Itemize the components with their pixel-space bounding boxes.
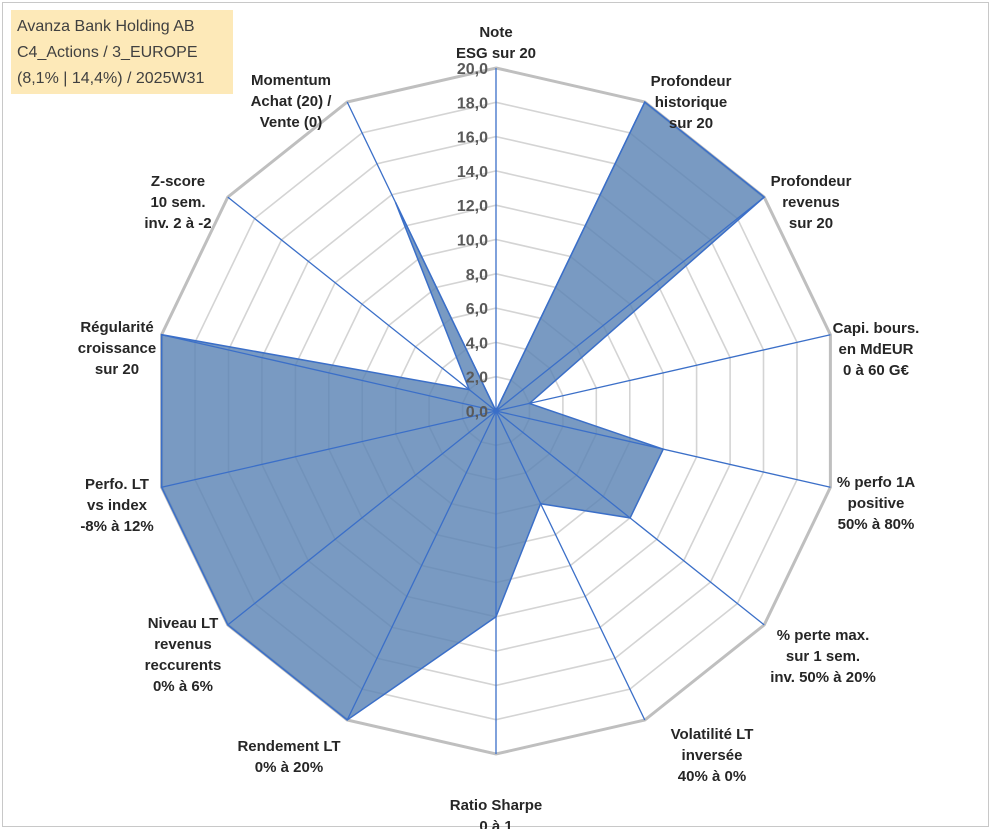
axis-label: Régularité croissance sur 20	[78, 319, 156, 378]
tick-label: 14,0	[457, 164, 488, 181]
tick-label: 8,0	[466, 267, 488, 284]
tick-label: 6,0	[466, 301, 488, 318]
data-series-area	[160, 100, 766, 721]
axis-spoke	[161, 334, 497, 412]
axis-label: Perfo. LT vs index -8% à 12%	[80, 476, 153, 535]
title-line-stats: (8,1% | 14,4%) / 2025W31	[17, 70, 205, 87]
tick-label: 4,0	[466, 335, 488, 352]
axis-spoke	[495, 334, 831, 412]
chart-title-box: Avanza Bank Holding AB C4_Actions / 3_EU…	[11, 10, 233, 94]
tick-label: 12,0	[457, 198, 488, 215]
axis-label: Note ESG sur 20	[456, 24, 536, 62]
radar-tick-labels: 0,0 2,0 4,0 6,0 8,0 10,0 12,0 14,0 16,0 18,0 20,0	[457, 61, 488, 421]
tick-label: 20,0	[457, 61, 488, 78]
tick-label: 10,0	[457, 233, 488, 250]
axis-spoke	[346, 410, 497, 721]
axis-spoke	[495, 410, 765, 626]
axis-label: % perte max. sur 1 sem. inv. 50% à 20%	[770, 627, 876, 686]
radar-spokes	[161, 68, 831, 754]
title-line-category: C4_Actions / 3_EUROPE	[17, 44, 198, 61]
axis-label: Ratio Sharpe 0 à 1	[450, 797, 543, 829]
axis-spoke	[227, 410, 497, 626]
axis-label: Z-score 10 sem. inv. 2 à -2	[144, 173, 211, 232]
axis-label: % perfo 1A positive 50% à 80%	[837, 474, 916, 533]
tick-label: 2,0	[466, 370, 488, 387]
axis-spoke	[161, 410, 497, 488]
axis-spoke	[495, 101, 646, 412]
axis-label: Momentum Achat (20) / Vente (0)	[251, 72, 333, 131]
axis-spoke	[495, 410, 646, 721]
axis-label: Profondeur revenus sur 20	[771, 173, 852, 232]
tick-label: 18,0	[457, 95, 488, 112]
axis-spoke	[495, 196, 765, 412]
tick-label: 0,0	[466, 404, 488, 421]
axis-label: Profondeur historique sur 20	[651, 73, 732, 132]
radar-axis-labels: Note ESG sur 20 Profondeur historique sur 20…	[78, 24, 920, 829]
title-line-company: Avanza Bank Holding AB	[17, 18, 195, 35]
radar-data	[160, 100, 766, 721]
axis-spoke	[346, 101, 497, 412]
axis-label: Niveau LT revenus reccurents 0% à 6%	[145, 615, 222, 695]
axis-label: Rendement LT 0% à 20%	[237, 738, 340, 776]
tick-label: 16,0	[457, 130, 488, 147]
axis-label: Capi. bours. en MdEUR 0 à 60 G€	[833, 320, 920, 379]
axis-label: Volatilité LT inversée 40% à 0%	[671, 726, 754, 785]
axis-spoke	[227, 196, 497, 412]
axis-spoke	[495, 410, 831, 488]
